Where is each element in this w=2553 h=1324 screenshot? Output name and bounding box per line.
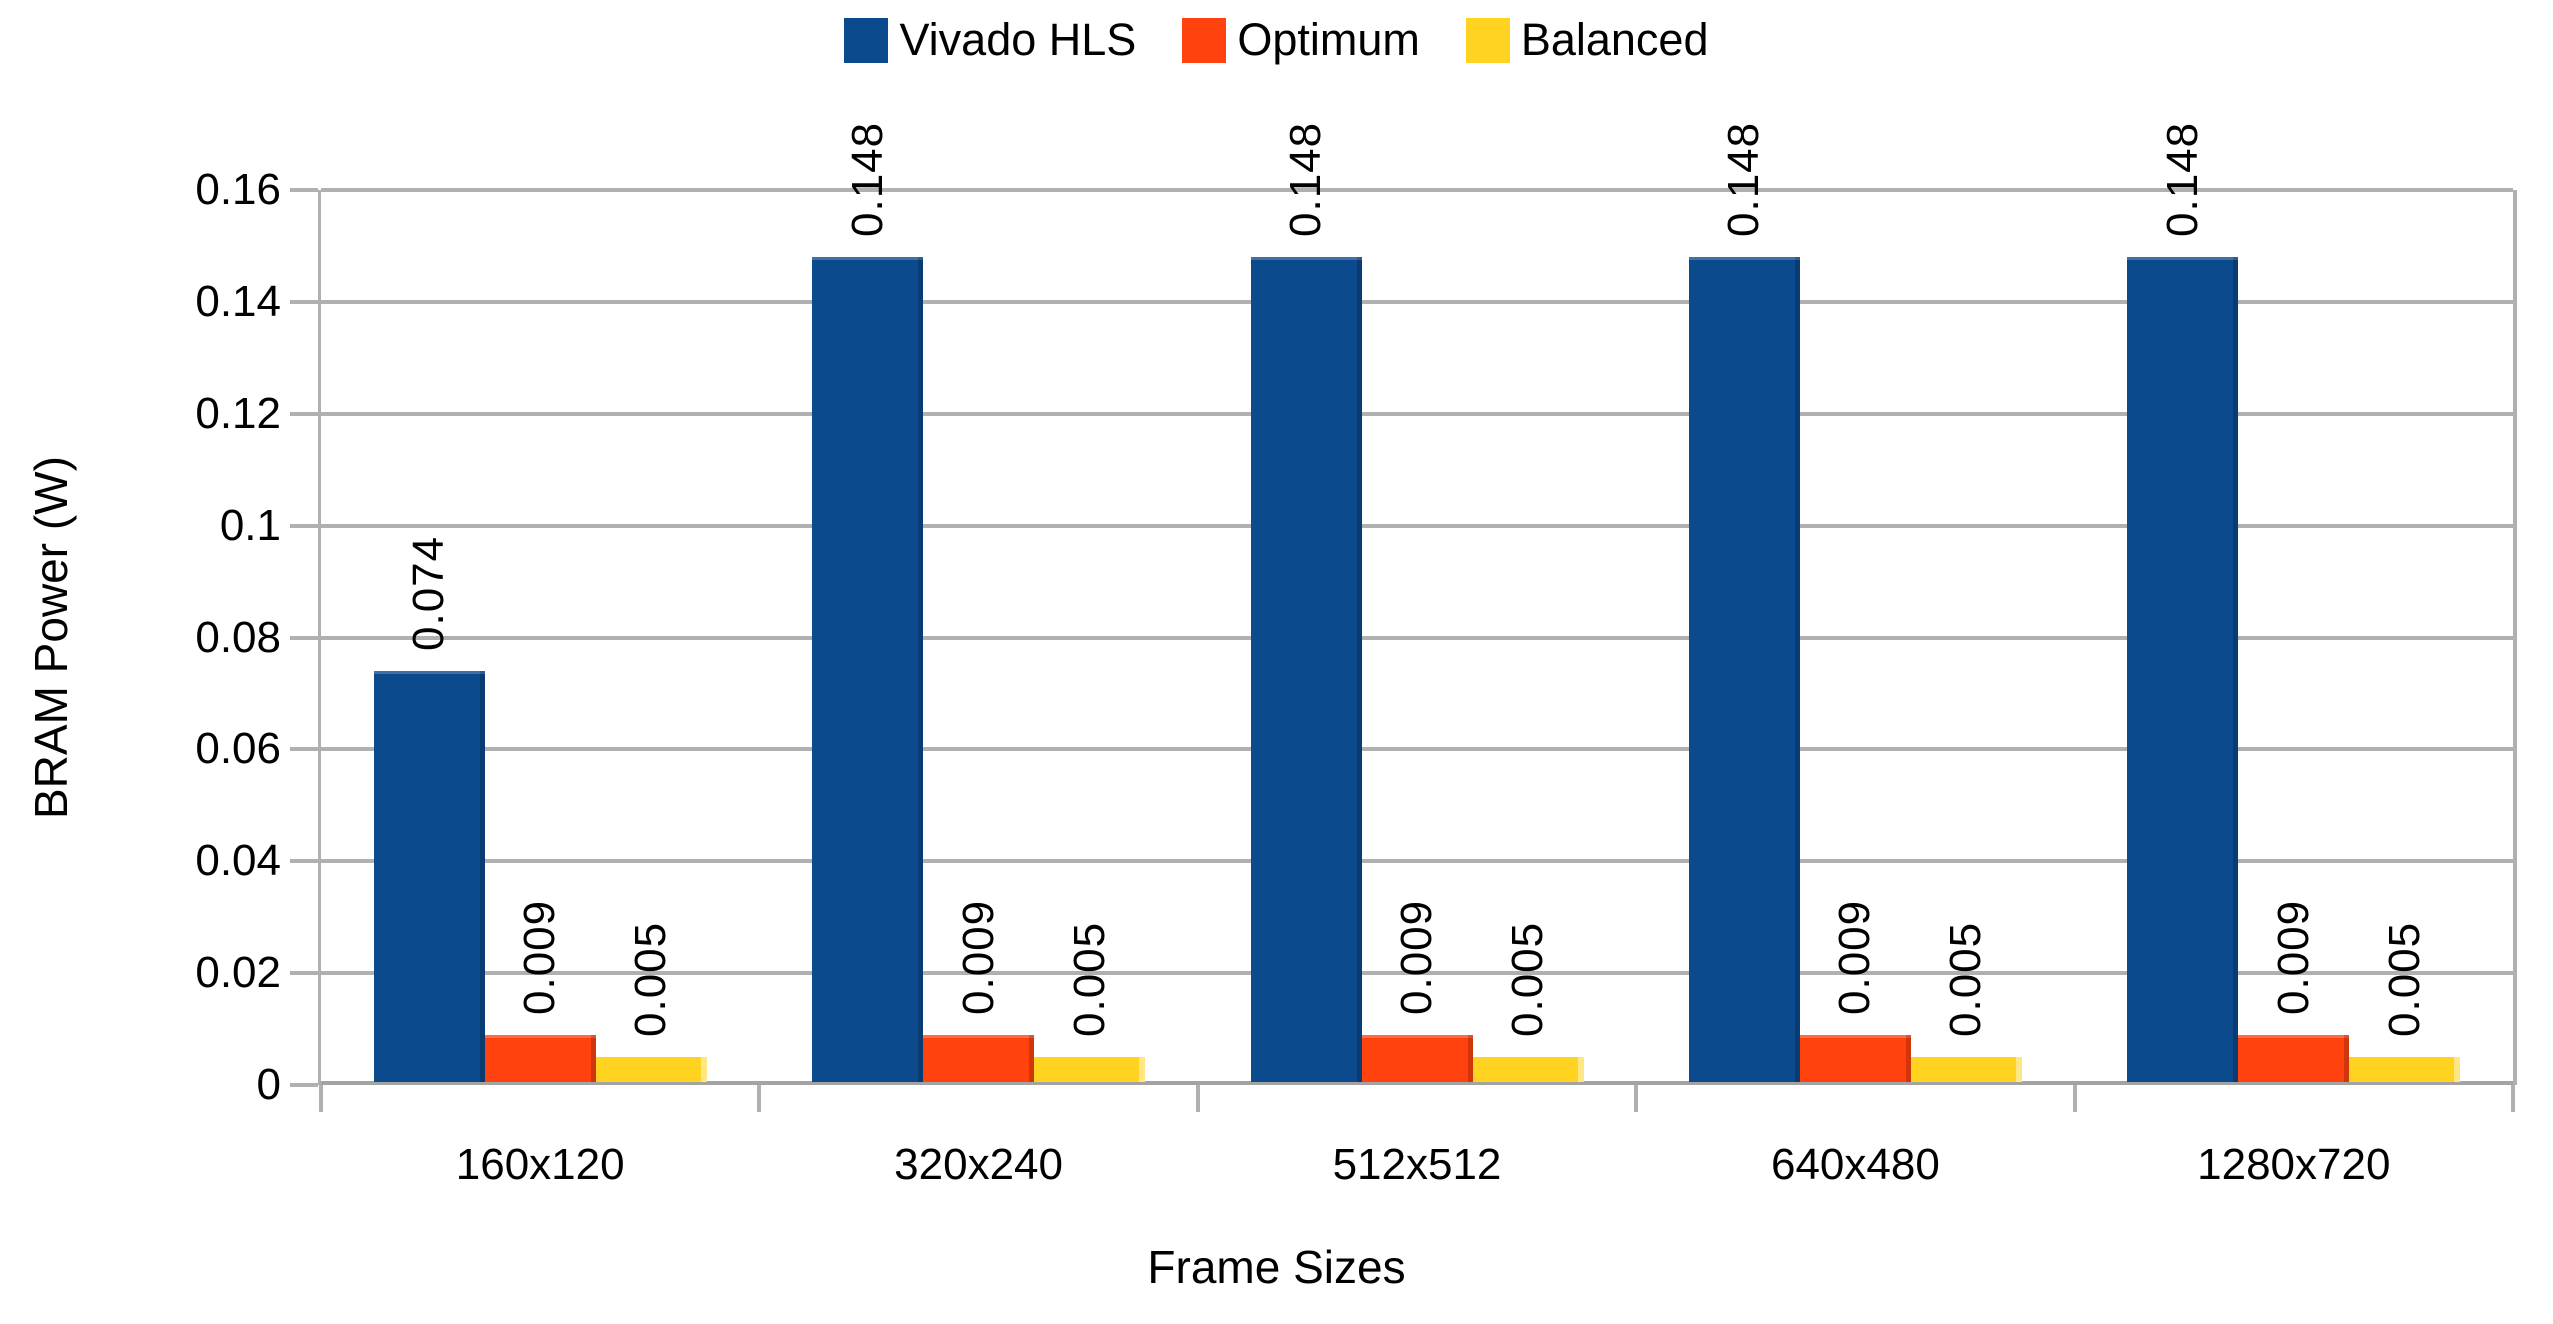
bar-value-label-vivado-hls-160x120: 0.074 xyxy=(404,535,454,651)
y-tick-mark xyxy=(290,411,318,416)
x-axis-title: Frame Sizes xyxy=(1147,1241,1406,1293)
y-tick-label: 0.06 xyxy=(195,724,281,774)
y-tick-label: 0.12 xyxy=(195,388,281,438)
y-tick-mark xyxy=(290,971,318,976)
y-tick-mark xyxy=(290,747,318,752)
legend-item-balanced: Balanced xyxy=(1465,14,1709,66)
x-tick-mark xyxy=(319,1085,323,1112)
y-tick-label: 0 xyxy=(256,1060,281,1109)
bar-vivado-hls-160x120 xyxy=(373,671,485,1082)
bar-value-label-balanced-640x480: 0.005 xyxy=(1941,921,1991,1037)
gridline xyxy=(321,635,2513,640)
legend-item-optimum: Optimum xyxy=(1182,14,1420,66)
y-tick-label: 0.14 xyxy=(195,276,281,326)
legend-item-vivado-hls: Vivado HLS xyxy=(844,14,1136,66)
bar-balanced-512x512 xyxy=(1472,1057,1584,1082)
bar-optimum-320x240 xyxy=(923,1035,1035,1082)
legend-label-optimum: Optimum xyxy=(1237,14,1420,65)
x-axis-line xyxy=(321,1081,2513,1085)
bar-balanced-320x240 xyxy=(1034,1057,1146,1082)
bar-balanced-1280x720 xyxy=(2349,1057,2461,1082)
gridline xyxy=(321,971,2513,976)
y-tick-mark xyxy=(290,1083,318,1087)
y-tick-mark xyxy=(290,859,318,864)
x-tick-mark xyxy=(2072,1085,2077,1112)
bar-balanced-160x120 xyxy=(595,1057,707,1082)
plot-area: 0 0.02 0.04 0.06 0.08 0.1 0.12 0.14 0.16 0.074 0.0… xyxy=(195,122,2517,1189)
y-tick-label: 0.16 xyxy=(195,165,281,214)
bar-vivado-hls-320x240 xyxy=(812,257,924,1082)
legend-label-balanced: Balanced xyxy=(1520,14,1709,65)
bar-value-label-vivado-hls-640x480: 0.148 xyxy=(1719,121,1769,237)
y-tick-mark xyxy=(290,635,318,640)
x-tick-mark xyxy=(757,1085,762,1112)
legend-key-balanced xyxy=(1465,17,1510,63)
gridline xyxy=(321,411,2513,416)
bar-value-label-vivado-hls-320x240: 0.148 xyxy=(842,121,892,237)
legend-key-optimum xyxy=(1182,17,1227,63)
bar-optimum-160x120 xyxy=(484,1035,596,1082)
bar-vivado-hls-640x480 xyxy=(1688,257,1800,1082)
x-tick-mark xyxy=(1195,1085,1200,1112)
bar-value-label-optimum-1280x720: 0.009 xyxy=(2268,899,2318,1015)
legend: Vivado HLS Optimum Balanced xyxy=(0,14,2553,66)
y-tick-mark xyxy=(290,523,318,528)
bar-vivado-hls-1280x720 xyxy=(2127,257,2239,1082)
legend-key-vivado-hls xyxy=(844,17,889,63)
bar-value-label-balanced-1280x720: 0.005 xyxy=(2379,921,2429,1037)
bar-value-label-optimum-320x240: 0.009 xyxy=(953,899,1003,1015)
bar-optimum-640x480 xyxy=(1799,1035,1911,1082)
bar-value-label-balanced-512x512: 0.005 xyxy=(1503,921,1552,1037)
bar-balanced-640x480 xyxy=(1910,1057,2022,1082)
x-tick-mark xyxy=(2511,1085,2515,1112)
bar-value-label-balanced-320x240: 0.005 xyxy=(1064,921,1114,1037)
bar-value-label-optimum-640x480: 0.009 xyxy=(1830,899,1880,1015)
x-tick-label-1280x720: 1280x720 xyxy=(2197,1140,2391,1189)
x-tick-label-512x512: 512x512 xyxy=(1332,1140,1502,1189)
bar-value-label-balanced-160x120: 0.005 xyxy=(626,921,676,1037)
legend-label-vivado-hls: Vivado HLS xyxy=(899,14,1137,65)
y-tick-label: 0.04 xyxy=(195,836,281,886)
gridline xyxy=(321,859,2513,864)
bar-optimum-1280x720 xyxy=(2238,1035,2350,1082)
bar-vivado-hls-512x512 xyxy=(1250,257,1362,1082)
y-tick-label: 0.02 xyxy=(195,948,281,998)
bar-value-label-vivado-hls-1280x720: 0.148 xyxy=(2157,121,2207,237)
x-tick-label-640x480: 640x480 xyxy=(1770,1140,1940,1189)
x-tick-label-320x240: 320x240 xyxy=(894,1140,1063,1189)
y-tick-label: 0.1 xyxy=(219,500,281,550)
bar-optimum-512x512 xyxy=(1361,1035,1473,1082)
y-tick-mark xyxy=(290,299,318,304)
x-tick-label-160x120: 160x120 xyxy=(455,1140,625,1189)
gridline xyxy=(321,188,2513,192)
x-tick-mark xyxy=(1634,1085,1639,1112)
bar-value-label-vivado-hls-512x512: 0.148 xyxy=(1281,121,1330,237)
gridline xyxy=(321,299,2513,304)
y-tick-label: 0.08 xyxy=(195,612,281,662)
bar-value-label-optimum-160x120: 0.009 xyxy=(515,899,565,1015)
gridline xyxy=(321,747,2513,752)
y-tick-mark xyxy=(290,188,318,192)
gridline xyxy=(321,523,2513,528)
y-axis-title: BRAM Power (W) xyxy=(25,456,77,819)
bar-value-label-optimum-512x512: 0.009 xyxy=(1392,899,1441,1015)
